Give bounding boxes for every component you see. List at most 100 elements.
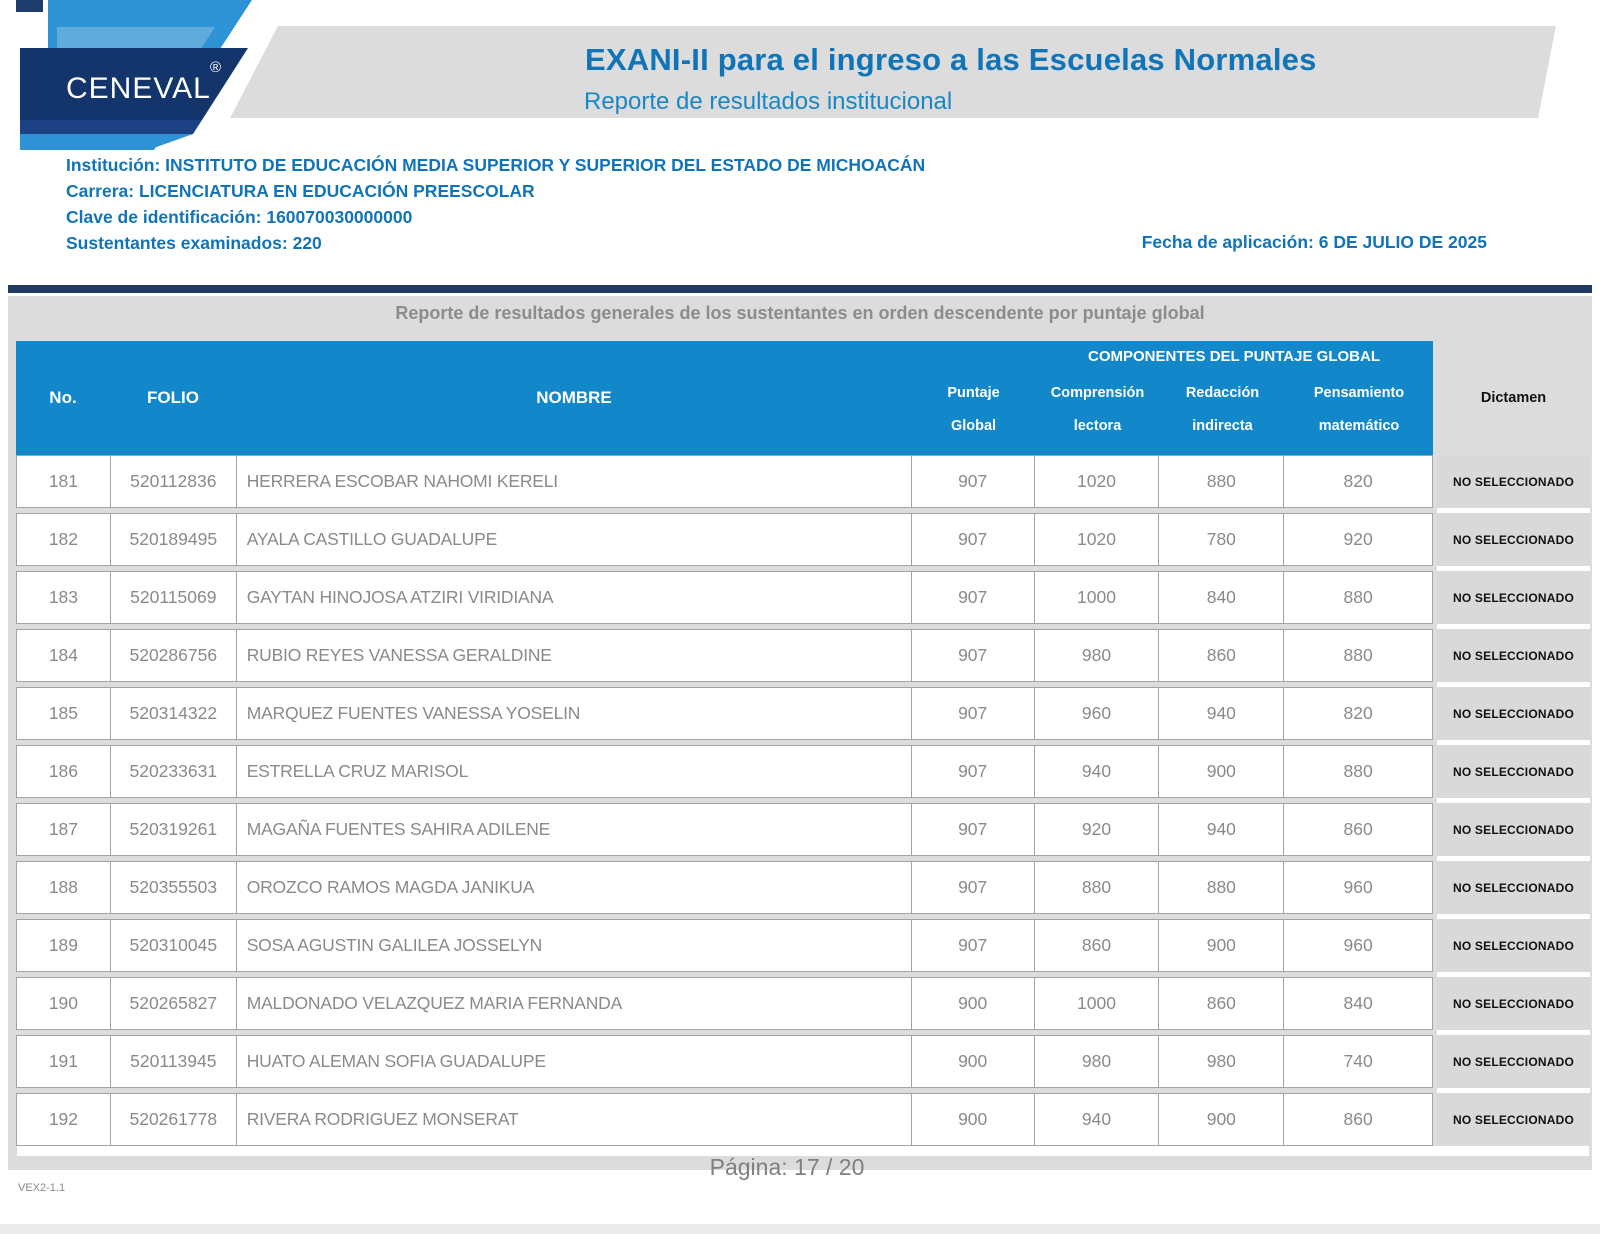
cell-dictamen: NO SELECCIONADO bbox=[1437, 687, 1590, 740]
col-header-puntaje: Puntaje Global bbox=[947, 385, 1000, 434]
cell-pensamiento: 820 bbox=[1343, 471, 1373, 491]
cell-no: 181 bbox=[17, 456, 111, 507]
col-header-dictamen: Dictamen bbox=[1480, 390, 1547, 406]
cell-pensamiento: 860 bbox=[1343, 1109, 1373, 1129]
page-number: Página: 17 / 20 bbox=[709, 1154, 865, 1180]
cell-nombre: MARQUEZ FUENTES VANESSA YOSELIN bbox=[237, 688, 912, 739]
header-row: No. FOLIO NOMBRE Puntaje Global Comprens… bbox=[16, 341, 1433, 455]
row-cells: 190 520265827 MALDONADO VELAZQUEZ MARIA … bbox=[16, 977, 1433, 1030]
cell-redaccion: 880 bbox=[1159, 862, 1285, 913]
cell-nombre: HUATO ALEMAN SOFIA GUADALUPE bbox=[237, 1036, 912, 1087]
cell-pensamiento: 820 bbox=[1343, 703, 1373, 723]
table-row: 183 520115069 GAYTAN HINOJOSA ATZIRI VIR… bbox=[16, 571, 1590, 624]
cell-nombre: RIVERA RODRIGUEZ MONSERAT bbox=[237, 1094, 912, 1145]
cell-no: 185 bbox=[17, 688, 111, 739]
info-label: Clave de identificación: bbox=[66, 207, 262, 227]
cell-comprension: 860 bbox=[1035, 920, 1160, 971]
cell-dictamen: NO SELECCIONADO bbox=[1437, 571, 1590, 624]
cell-redaccion: 900 bbox=[1159, 746, 1285, 797]
cell-nombre: AYALA CASTILLO GUADALUPE bbox=[237, 514, 912, 565]
info-value: 160070030000000 bbox=[261, 207, 413, 227]
cell-no: 186 bbox=[17, 746, 111, 797]
cell-nombre: GAYTAN HINOJOSA ATZIRI VIRIDIANA bbox=[237, 572, 912, 623]
row-cells: 183 520115069 GAYTAN HINOJOSA ATZIRI VIR… bbox=[16, 571, 1433, 624]
header-band bbox=[230, 26, 1556, 118]
cell-puntaje: 907 bbox=[912, 862, 1035, 913]
table-row: 185 520314322 MARQUEZ FUENTES VANESSA YO… bbox=[16, 687, 1590, 740]
cell-puntaje: 907 bbox=[912, 514, 1035, 565]
logo-bottom-shape bbox=[20, 134, 193, 150]
cell-redaccion: 780 bbox=[1159, 514, 1285, 565]
info-line: Sustentantes examinados: 220 bbox=[66, 230, 925, 256]
cell-dictamen: NO SELECCIONADO bbox=[1437, 1035, 1590, 1088]
cell-dictamen: NO SELECCIONADO bbox=[1437, 455, 1590, 508]
cell-redaccion: 900 bbox=[1159, 920, 1285, 971]
cell-redaccion: 940 bbox=[1159, 804, 1285, 855]
col-header-redaccion: Redacción indirecta bbox=[1185, 385, 1260, 434]
cell-folio: 520233631 bbox=[111, 746, 237, 797]
cell-puntaje: 907 bbox=[912, 572, 1035, 623]
cell-puntaje: 907 bbox=[912, 630, 1035, 681]
cell-redaccion: 840 bbox=[1159, 572, 1285, 623]
info-block: Institución: INSTITUTO DE EDUCACIÓN MEDI… bbox=[66, 152, 925, 256]
col-header-no: No. bbox=[49, 388, 77, 407]
cell-comprension: 1020 bbox=[1035, 514, 1160, 565]
info-value: 220 bbox=[287, 233, 322, 253]
cell-folio: 520319261 bbox=[111, 804, 237, 855]
cell-puntaje: 907 bbox=[912, 804, 1035, 855]
cell-redaccion: 900 bbox=[1159, 1094, 1285, 1145]
info-label: Sustentantes examinados: bbox=[66, 233, 288, 253]
row-cells: 182 520189495 AYALA CASTILLO GUADALUPE 9… bbox=[16, 513, 1433, 566]
info-line: Carrera: LICENCIATURA EN EDUCACIÓN PREES… bbox=[66, 178, 925, 204]
logo-mid-shape bbox=[20, 120, 202, 134]
form-version: VEX2-1.1 bbox=[18, 1182, 66, 1194]
cell-no: 182 bbox=[17, 514, 111, 565]
logo-registered-mark: ® bbox=[210, 59, 221, 76]
cell-no: 184 bbox=[17, 630, 111, 681]
cell-folio: 520355503 bbox=[111, 862, 237, 913]
cell-comprension: 980 bbox=[1035, 630, 1160, 681]
cell-nombre: RUBIO REYES VANESSA GERALDINE bbox=[237, 630, 912, 681]
info-line: Institución: INSTITUTO DE EDUCACIÓN MEDI… bbox=[66, 152, 925, 178]
col-header-comprension: Comprensión lectora bbox=[1050, 385, 1145, 434]
cell-nombre: SOSA AGUSTIN GALILEA JOSSELYN bbox=[237, 920, 912, 971]
table-row: 186 520233631 ESTRELLA CRUZ MARISOL 907 … bbox=[16, 745, 1590, 798]
col-header-pensamiento: Pensamiento matemático bbox=[1313, 385, 1405, 434]
report-title: EXANI-II para el ingreso a las Escuelas … bbox=[585, 42, 1317, 77]
cell-pensamiento: 880 bbox=[1343, 645, 1373, 665]
cell-nombre: OROZCO RAMOS MAGDA JANIKUA bbox=[237, 862, 912, 913]
cell-folio: 520189495 bbox=[111, 514, 237, 565]
logo-navy-shape bbox=[20, 48, 248, 120]
cell-comprension: 940 bbox=[1035, 746, 1160, 797]
cell-pensamiento: 960 bbox=[1343, 877, 1373, 897]
cell-no: 192 bbox=[17, 1094, 111, 1145]
cell-puntaje: 907 bbox=[912, 456, 1035, 507]
info-label: Carrera: bbox=[66, 181, 135, 201]
cell-no: 191 bbox=[17, 1036, 111, 1087]
cell-folio: 520310045 bbox=[111, 920, 237, 971]
cell-comprension: 1020 bbox=[1035, 456, 1160, 507]
application-date-label: Fecha de aplicación: bbox=[1141, 232, 1314, 252]
table-row: 192 520261778 RIVERA RODRIGUEZ MONSERAT … bbox=[16, 1093, 1590, 1146]
row-cells: 191 520113945 HUATO ALEMAN SOFIA GUADALU… bbox=[16, 1035, 1433, 1088]
row-cells: 192 520261778 RIVERA RODRIGUEZ MONSERAT … bbox=[16, 1093, 1433, 1146]
cell-redaccion: 860 bbox=[1159, 978, 1285, 1029]
report-subtitle: Reporte de resultados institucional bbox=[584, 88, 953, 115]
table-row: 189 520310045 SOSA AGUSTIN GALILEA JOSSE… bbox=[16, 919, 1590, 972]
col-header-nombre: NOMBRE bbox=[536, 388, 612, 407]
cell-dictamen: NO SELECCIONADO bbox=[1437, 745, 1590, 798]
page-bottom-strip bbox=[0, 1224, 1600, 1234]
row-cells: 184 520286756 RUBIO REYES VANESSA GERALD… bbox=[16, 629, 1433, 682]
cell-nombre: MALDONADO VELAZQUEZ MARIA FERNANDA bbox=[237, 978, 912, 1029]
cell-nombre: HERRERA ESCOBAR NAHOMI KERELI bbox=[237, 456, 912, 507]
info-value: INSTITUTO DE EDUCACIÓN MEDIA SUPERIOR Y … bbox=[160, 155, 926, 175]
table-row: 191 520113945 HUATO ALEMAN SOFIA GUADALU… bbox=[16, 1035, 1590, 1088]
cell-folio: 520112836 bbox=[111, 456, 237, 507]
cell-dictamen: NO SELECCIONADO bbox=[1437, 803, 1590, 856]
logo-text: CENEVAL bbox=[66, 72, 211, 105]
cell-comprension: 1000 bbox=[1035, 572, 1160, 623]
cell-dictamen: NO SELECCIONADO bbox=[1437, 919, 1590, 972]
info-line: Clave de identificación: 160070030000000 bbox=[66, 204, 925, 230]
table-body: 181 520112836 HERRERA ESCOBAR NAHOMI KER… bbox=[16, 455, 1590, 1151]
cell-no: 188 bbox=[17, 862, 111, 913]
